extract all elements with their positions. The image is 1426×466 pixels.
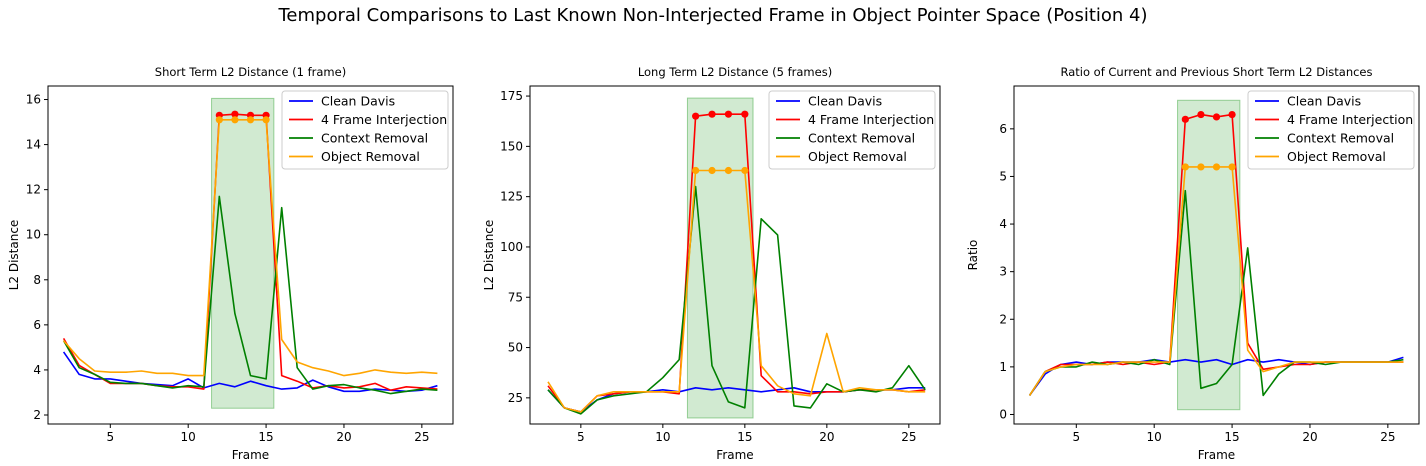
- shaded-region: [687, 98, 753, 418]
- x-tick-label: 10: [181, 430, 196, 444]
- y-tick-label: 14: [26, 138, 41, 152]
- subplot-3: 5 10 15 20 25 0 1 2 3 4 5 6 Ratio of Current and Pre…: [966, 65, 1419, 462]
- data-point-interjection: [725, 111, 732, 118]
- y-tick-label: 12: [26, 183, 41, 197]
- data-point-interjection: [692, 113, 699, 120]
- x-tick-label: 20: [1302, 430, 1317, 444]
- legend-label: Context Removal: [1287, 131, 1394, 146]
- y-axis-label: L2 Distance: [482, 220, 496, 291]
- x-tick-label: 20: [336, 430, 351, 444]
- y-tick-label: 75: [508, 290, 523, 304]
- legend-label: 4 Frame Interjection: [808, 112, 934, 127]
- legend-label: 4 Frame Interjection: [1287, 112, 1413, 127]
- legend-label: 4 Frame Interjection: [321, 112, 447, 127]
- y-tick-label: 6: [999, 122, 1007, 136]
- x-tick-label: 15: [737, 430, 752, 444]
- y-tick-label: 2: [33, 408, 41, 422]
- x-tick-label: 5: [577, 430, 585, 444]
- y-tick-label: 1: [999, 360, 1007, 374]
- data-point-object: [247, 116, 254, 123]
- x-tick-label: 5: [106, 430, 114, 444]
- data-point-object: [1213, 163, 1220, 170]
- data-point-object: [725, 167, 732, 174]
- x-tick-label: 25: [901, 430, 916, 444]
- data-point-object: [708, 167, 715, 174]
- y-tick-label: 8: [33, 273, 41, 287]
- y-axis-label: L2 Distance: [7, 220, 21, 291]
- x-axis-label: Frame: [1198, 448, 1235, 462]
- legend-label: Clean Davis: [1287, 94, 1361, 109]
- y-tick-label: 25: [508, 391, 523, 405]
- subplot-title: Long Term L2 Distance (5 frames): [638, 65, 832, 79]
- data-point-object: [692, 167, 699, 174]
- legend: Clean Davis 4 Frame Interjection Context R…: [282, 91, 448, 169]
- y-tick-label: 0: [999, 407, 1007, 421]
- subplot-1: 5 10 15 20 25 2 4 6 8 10 12 14 16 Short Term L2 Dista…: [7, 65, 453, 462]
- data-point-object: [231, 116, 238, 123]
- y-axis-label: Ratio: [966, 240, 980, 271]
- data-point-interjection: [1182, 116, 1189, 123]
- x-tick-label: 10: [1147, 430, 1162, 444]
- x-tick-label: 15: [258, 430, 273, 444]
- legend-label: Clean Davis: [808, 94, 882, 109]
- y-tick-label: 175: [500, 89, 523, 103]
- y-tick-label: 150: [500, 139, 523, 153]
- y-tick-label: 10: [26, 228, 41, 242]
- x-axis-label: Frame: [716, 448, 753, 462]
- legend-label: Object Removal: [1287, 149, 1386, 164]
- y-tick-label: 100: [500, 240, 523, 254]
- x-tick-label: 15: [1224, 430, 1239, 444]
- legend-label: Object Removal: [321, 149, 420, 164]
- legend: Clean Davis 4 Frame Interjection Context R…: [1248, 91, 1414, 169]
- legend-label: Context Removal: [808, 131, 915, 146]
- data-point-object: [741, 167, 748, 174]
- x-tick-label: 10: [655, 430, 670, 444]
- subplot-title: Short Term L2 Distance (1 frame): [155, 65, 346, 79]
- y-tick-label: 50: [508, 341, 523, 355]
- data-point-interjection: [1228, 111, 1235, 118]
- shaded-region: [212, 98, 274, 408]
- x-tick-label: 5: [1072, 430, 1080, 444]
- x-tick-label: 25: [414, 430, 429, 444]
- data-point-object: [262, 116, 269, 123]
- subplot-title: Ratio of Current and Previous Short Term…: [1060, 65, 1372, 79]
- legend-label: Clean Davis: [321, 94, 395, 109]
- y-tick-label: 5: [999, 169, 1007, 183]
- x-tick-label: 20: [819, 430, 834, 444]
- y-tick-label: 6: [33, 318, 41, 332]
- data-point-object: [1228, 163, 1235, 170]
- data-point-interjection: [1213, 113, 1220, 120]
- y-tick-label: 4: [33, 363, 41, 377]
- legend-label: Context Removal: [321, 131, 428, 146]
- data-point-interjection: [1197, 111, 1204, 118]
- subplot-2: 5 10 15 20 25 25 50 75 100 125 150 175 Long Term L2 …: [482, 65, 940, 462]
- data-point-interjection: [741, 111, 748, 118]
- data-point-object: [1197, 163, 1204, 170]
- y-tick-label: 2: [999, 312, 1007, 326]
- y-tick-label: 16: [26, 93, 41, 107]
- x-tick-label: 25: [1380, 430, 1395, 444]
- data-point-interjection: [708, 111, 715, 118]
- y-tick-label: 125: [500, 190, 523, 204]
- x-axis-label: Frame: [232, 448, 269, 462]
- legend-label: Object Removal: [808, 149, 907, 164]
- data-point-object: [1182, 163, 1189, 170]
- y-tick-label: 3: [999, 265, 1007, 279]
- legend: Clean Davis 4 Frame Interjection Context R…: [769, 91, 935, 169]
- data-point-object: [216, 116, 223, 123]
- y-tick-label: 4: [999, 217, 1007, 231]
